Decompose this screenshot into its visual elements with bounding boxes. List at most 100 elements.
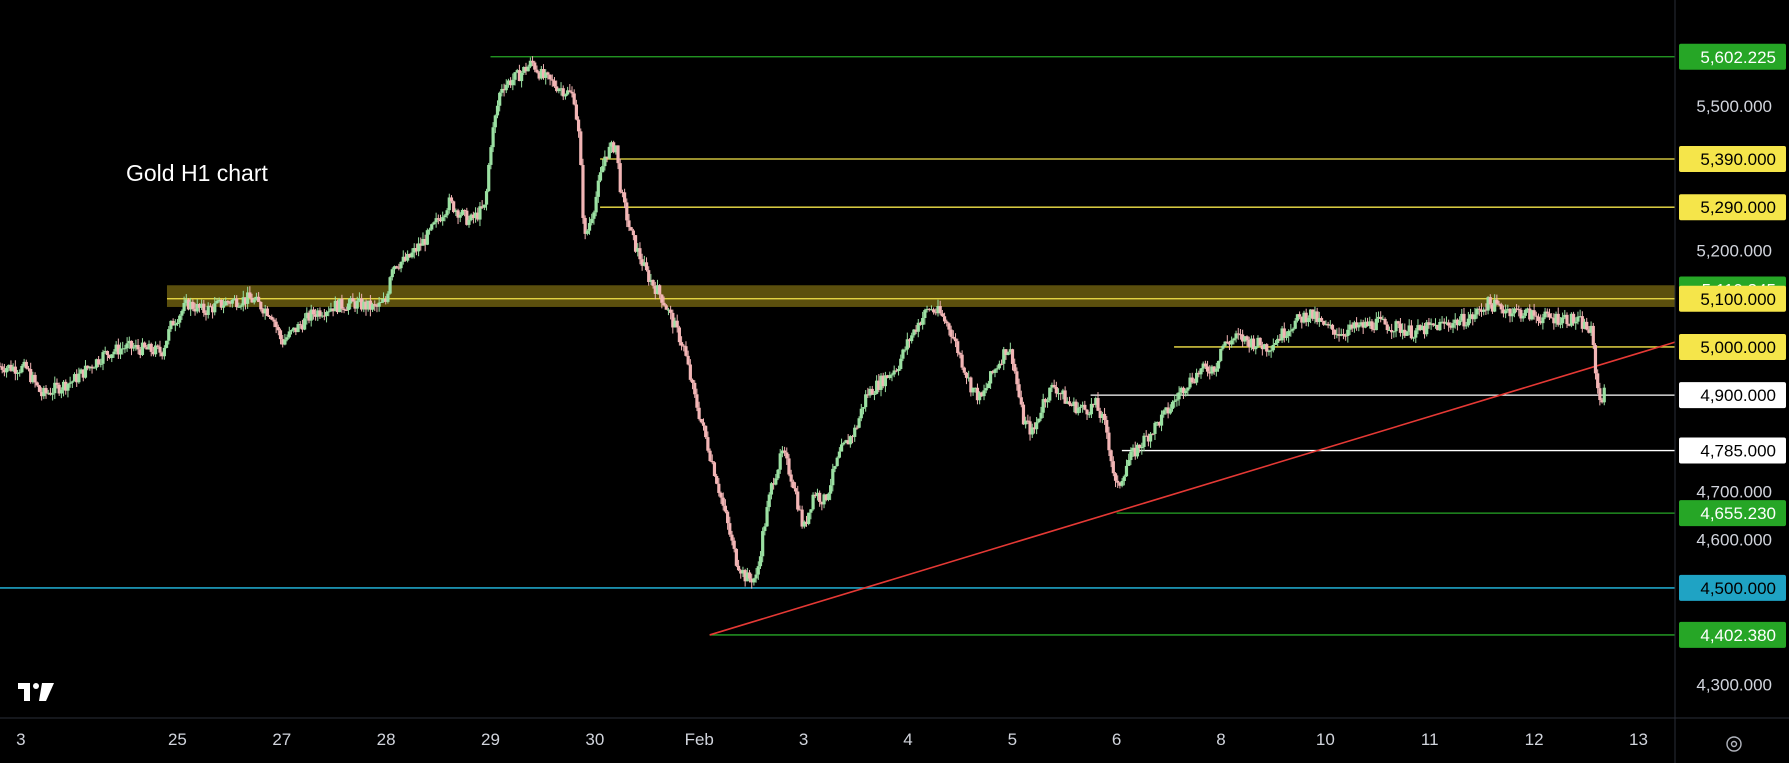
candle-body [1067, 401, 1072, 405]
candle-body [1482, 309, 1486, 312]
candle-body [257, 296, 261, 302]
candle-body [1293, 320, 1297, 329]
time-tick-label: 12 [1525, 730, 1544, 749]
candle-body [1039, 412, 1043, 419]
candle-body [892, 370, 896, 375]
candle-body [1094, 398, 1098, 405]
price-level-label: 4,785.000 [1700, 442, 1776, 461]
candle-body [1120, 480, 1124, 486]
candle-body [1501, 309, 1506, 314]
candle-body [541, 69, 546, 78]
candle-body [791, 481, 795, 489]
candle-body [447, 197, 451, 211]
candle-body [750, 578, 754, 583]
trendline [709, 341, 1676, 636]
candle-body [1017, 384, 1021, 398]
candle-body [1490, 304, 1495, 312]
candle-body [1081, 404, 1085, 407]
candle-body [399, 261, 403, 269]
candle-body [57, 384, 61, 394]
candle-body [1561, 317, 1565, 324]
settings-button[interactable] [1720, 730, 1748, 758]
candle-body [55, 382, 59, 385]
candle-body [237, 306, 241, 308]
candle-body [298, 324, 302, 326]
candle-body [423, 239, 427, 245]
candle-body [1015, 371, 1019, 385]
candle-body [958, 352, 962, 355]
candle-body [1394, 321, 1398, 332]
candle-body [140, 342, 145, 355]
candle-body [498, 92, 502, 106]
candle-body [182, 302, 186, 312]
candle-body [572, 93, 576, 105]
candle-body [655, 285, 660, 294]
candle-body [1370, 321, 1374, 330]
candle-body [64, 381, 68, 391]
candle-body [929, 309, 934, 311]
candle-body [736, 565, 741, 571]
candle-body [1102, 413, 1107, 421]
candle-body [1219, 348, 1223, 361]
candle-body [918, 322, 923, 325]
candle-body [1002, 349, 1006, 364]
price-level-badge [1679, 621, 1786, 648]
candle-body [544, 72, 548, 78]
candle-body [533, 62, 537, 70]
candle-body [289, 330, 294, 332]
candle-body [1078, 406, 1083, 408]
candle-body [259, 301, 263, 310]
candle-body [1512, 308, 1516, 314]
candle-body [1466, 318, 1470, 326]
candle-body [870, 388, 874, 395]
candle-body [33, 374, 37, 383]
candle-body [829, 485, 833, 494]
candle-body [627, 220, 631, 228]
candle-body [717, 483, 721, 493]
candle-body [660, 294, 664, 303]
candle-body [912, 329, 916, 336]
candle-body [721, 497, 725, 506]
candle-body [1054, 387, 1058, 394]
candle-body [364, 301, 368, 310]
candle-body [679, 342, 684, 346]
candle-body [294, 327, 298, 333]
tradingview-logo-icon[interactable] [16, 680, 56, 704]
candle-body [747, 572, 752, 579]
candle-body [881, 375, 885, 387]
candle-body [1214, 368, 1218, 372]
time-tick-label: 6 [1112, 730, 1121, 749]
candle-body [923, 310, 927, 319]
candle-body [1135, 444, 1140, 457]
candle-body [1341, 334, 1346, 336]
candle-body [208, 305, 212, 307]
candle-body [778, 453, 782, 470]
candle-body [581, 164, 585, 218]
candle-body [932, 309, 936, 313]
candle-body [1521, 315, 1525, 319]
candle-body [1547, 313, 1552, 318]
candle-body [1565, 314, 1569, 325]
candle-body [267, 316, 272, 318]
candle-body [129, 340, 134, 349]
candle-body [1302, 312, 1306, 323]
candle-body [809, 509, 813, 513]
candle-body [1396, 321, 1400, 324]
candle-body [559, 88, 563, 90]
candle-body [1442, 321, 1446, 324]
candle-body [276, 327, 280, 331]
candle-body [1210, 366, 1214, 374]
candle-body [864, 394, 868, 408]
candle-body [1199, 368, 1203, 375]
candle-body [13, 366, 17, 374]
candle-body [1287, 331, 1291, 337]
candle-body [1184, 390, 1188, 394]
candle-body [636, 248, 640, 252]
time-tick-label: 11 [1421, 730, 1439, 749]
candle-body [1249, 338, 1253, 348]
candle-body [173, 324, 177, 326]
candle-body [1037, 418, 1041, 423]
candle-body [603, 156, 607, 167]
candle-body [813, 494, 817, 497]
